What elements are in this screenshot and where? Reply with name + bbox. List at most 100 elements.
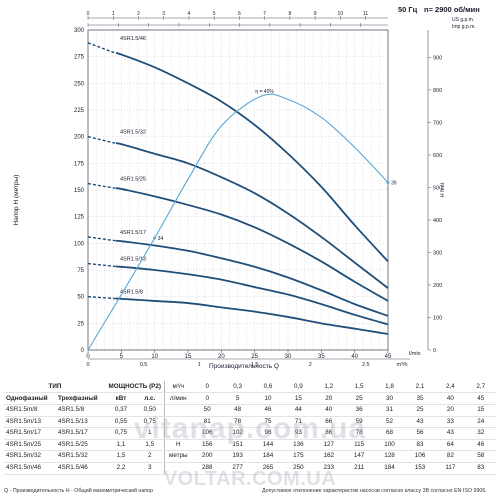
head-value-cell: 153 [404,462,436,475]
head-value-cell: 78 [343,427,375,440]
us-gpm-tick-label: 11 [363,11,368,17]
cell-kw: 1,1 [106,439,136,452]
flow-m3h-cell: 0,3 [222,381,253,393]
h-meters-label [163,416,193,429]
curve-dashed-start [87,262,117,268]
head-value-cell: 117 [435,462,466,475]
series-label: 4SR1.5/8 [120,290,143,296]
m3h-tick-label: 1.5 [251,362,259,368]
cell-kw: 0,75 [106,427,136,440]
cell-three: 4SR1.5/17 [56,427,106,440]
m3h-tick-label: 0 [86,362,89,368]
cell-kw: 0,37 [106,404,136,417]
efficiency-point [386,181,390,185]
head-curve-4sr1-5-32 [115,142,389,289]
x-tick-label: 5 [120,354,124,360]
flow-lmin-cell: 20 [313,392,344,405]
us-gpm-tick-label: 9 [314,11,317,17]
head-value-cell: 175 [283,450,314,463]
y2-axis-title: H feet [440,182,446,197]
flow-m3h-cell: 0,9 [283,381,314,393]
m3h-label: м³/ч [163,381,193,393]
frequency-label: 50 Гц [398,5,418,14]
curve-dashed-start [87,236,117,242]
flow-m3h-cell: 1,8 [374,381,405,393]
y-tick-label: 100 [74,241,85,247]
head-value-cell: 20 [435,404,466,417]
y-tick-label: 250 [74,81,85,87]
curve-dashed-start [87,182,117,190]
footnote-tolerance: Допустимое отклонение характеристик насо… [262,488,487,494]
series-label: 4SR1.5/32 [120,130,146,136]
head-value-cell: 15 [465,404,496,417]
y-axis-title: Напор H (метры) [13,175,20,226]
flow-lmin-cell: 30 [374,392,405,405]
head-value-cell: 86 [313,427,344,440]
y-tick-label: 150 [74,188,85,194]
head-value-cell: 52 [374,416,405,429]
head-value-cell: 100 [374,439,405,452]
head-value-cell: 127 [313,439,344,452]
head-value-cell: 78 [222,416,253,429]
efficiency-point [153,236,157,240]
cell-hp: 1,5 [136,439,165,452]
feet-tick-label: 800 [433,88,442,94]
table-row: 4SR1.5m/46 4SR1.5/46 2,2 3 288 277 265 250 233 21… [4,462,496,475]
hp-header: л.с. [136,392,165,405]
head-curve-4sr1-5-17 [115,239,389,317]
m3h-tick-label: 2 [309,362,312,368]
h-meters-label [163,427,193,440]
flow-lmin-cell: 5 [222,392,253,405]
table-row: 4SR1.5m/25 4SR1.5/25 1,1 1,5 H 156 151 144 136 12… [4,439,496,452]
cell-hp: 0,75 [136,416,165,429]
m3h-tick-label: 1 [198,362,201,368]
head-value-cell: 68 [374,427,405,440]
cell-kw: 1,5 [106,450,136,463]
us-gpm-tick-label: 10 [338,11,344,17]
power-header: МОЩНОСТЬ (P2) [106,381,165,393]
cell-single: 4SR1.5m/25 [4,439,56,452]
feet-tick-label: 400 [433,218,442,224]
cell-kw: 0,55 [106,416,136,429]
curve-dashed-start [87,42,117,55]
flow-lmin-cell: 45 [465,392,496,405]
y-tick-label: 75 [77,268,84,274]
x-tick-label: 20 [218,354,225,360]
footnote-legend: Q - Производительность H - Общий маномет… [4,488,154,494]
head-value-cell: 200 [192,450,223,463]
y-tick-label: 50 [77,295,84,301]
head-value-cell: 128 [374,450,405,463]
cell-single: 4SR1.5m/32 [4,450,56,463]
efficiency-curve-group: η = 40% 34 39 [87,89,397,351]
feet-tick-label: 600 [433,153,442,159]
flow-m3h-cell: 2,4 [435,381,466,393]
table-row: 4SR1.5m/32 4SR1.5/32 1,5 2 метры 200 193 184 175… [4,450,496,463]
flow-lmin-cell: 10 [252,392,284,405]
x-tick-label: 25 [251,354,258,360]
h-meters-label [163,404,193,417]
us-gpm-tick-label: 5 [213,11,216,17]
table-row: 4SR1.5m/13 4SR1.5/13 0,55 0,75 81 78 75 71 66 59 5… [4,416,496,429]
footnote: Q - Производительность H - Общий маномет… [4,488,496,494]
flow-lmin-cell: 25 [343,392,375,405]
head-value-cell: 193 [222,450,253,463]
x-unit-label: l/min [409,351,421,357]
m3h-tick-label: 0.5 [140,362,148,368]
x-tick-label: 35 [318,354,325,360]
efficiency-point-label: 34 [158,236,164,242]
grid [88,29,388,351]
head-value-cell: 106 [404,450,436,463]
flow-m3h-cell: 1,5 [343,381,375,393]
us-gpm-tick-label: 0 [87,11,90,17]
head-value-cell: 40 [313,404,344,417]
feet-tick-label: 0 [433,348,436,354]
head-value-cell: 46 [252,404,284,417]
head-value-cell: 93 [283,427,314,440]
cell-single: 4SR1.5m/46 [4,462,56,475]
cell-three: 4SR1.5/25 [56,439,106,452]
flow-lmin-cell: 0 [192,392,223,405]
series-label: 4SR1.5/46 [120,36,146,42]
head-value-cell: 211 [343,462,375,475]
head-value-cell: 59 [343,416,375,429]
series-label: 4SR1.5/13 [120,257,146,263]
